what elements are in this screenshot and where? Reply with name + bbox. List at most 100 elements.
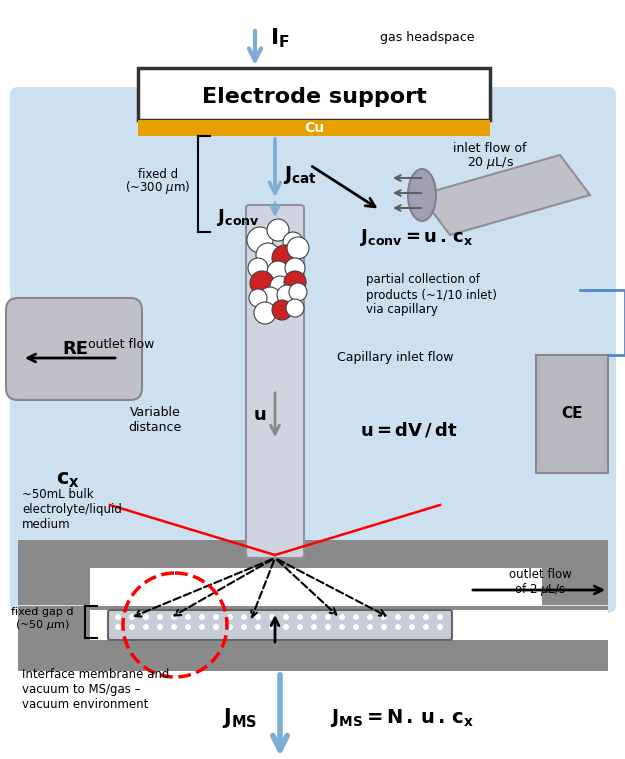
Circle shape <box>171 614 177 620</box>
Circle shape <box>437 614 443 620</box>
Text: 20 $\mu$L/s: 20 $\mu$L/s <box>466 155 514 171</box>
Text: gas headspace: gas headspace <box>380 32 474 45</box>
Text: fixed d: fixed d <box>138 168 178 181</box>
Bar <box>536 355 608 473</box>
Text: $\mathbf{c_x}$: $\mathbf{c_x}$ <box>56 470 80 490</box>
Bar <box>90 610 470 640</box>
Circle shape <box>284 271 306 293</box>
FancyBboxPatch shape <box>10 87 616 613</box>
Circle shape <box>283 614 289 620</box>
Circle shape <box>353 614 359 620</box>
Circle shape <box>171 624 177 630</box>
Circle shape <box>129 624 135 630</box>
Circle shape <box>249 289 267 307</box>
Circle shape <box>272 300 292 320</box>
Circle shape <box>272 245 298 271</box>
Text: Variable
distance: Variable distance <box>128 406 182 434</box>
Circle shape <box>143 614 149 620</box>
Circle shape <box>287 237 309 259</box>
Circle shape <box>269 624 275 630</box>
Circle shape <box>185 624 191 630</box>
Text: Capillary inlet flow: Capillary inlet flow <box>337 351 454 364</box>
Circle shape <box>241 614 247 620</box>
Text: (~300 $\mu$m): (~300 $\mu$m) <box>126 179 191 197</box>
Circle shape <box>437 624 443 630</box>
Circle shape <box>269 614 275 620</box>
Text: fixed gap d: fixed gap d <box>11 607 73 617</box>
Circle shape <box>423 614 429 620</box>
Text: outlet flow: outlet flow <box>88 339 154 351</box>
Text: $\mathbf{J_{MS} = N\,.\,u\,.\,c_x}$: $\mathbf{J_{MS} = N\,.\,u\,.\,c_x}$ <box>330 707 474 729</box>
Circle shape <box>199 624 205 630</box>
Circle shape <box>289 283 307 301</box>
Circle shape <box>213 624 219 630</box>
Circle shape <box>381 614 387 620</box>
Text: partial collection of
products (~1/10 inlet)
via capillary: partial collection of products (~1/10 in… <box>366 273 497 317</box>
Text: Interface membrane and
vacuum to MS/gas –
vacuum environment: Interface membrane and vacuum to MS/gas … <box>22 669 169 711</box>
Text: $\mathbf{J_{MS}}$: $\mathbf{J_{MS}}$ <box>222 706 258 730</box>
Circle shape <box>254 302 276 324</box>
Circle shape <box>270 276 290 296</box>
Ellipse shape <box>408 169 436 221</box>
Circle shape <box>283 624 289 630</box>
Circle shape <box>267 219 289 241</box>
Text: $\mathbf{J_{conv} = u\,.\,c_x}$: $\mathbf{J_{conv} = u\,.\,c_x}$ <box>360 228 474 248</box>
Text: $\mathbf{u = dV\,/\,dt}$: $\mathbf{u = dV\,/\,dt}$ <box>360 420 458 439</box>
Circle shape <box>339 624 345 630</box>
Circle shape <box>353 624 359 630</box>
Circle shape <box>115 624 121 630</box>
Circle shape <box>311 624 317 630</box>
Circle shape <box>367 624 373 630</box>
Text: of 2 $\mu$L/s: of 2 $\mu$L/s <box>514 581 566 599</box>
Circle shape <box>227 624 233 630</box>
Bar <box>470 610 608 640</box>
Circle shape <box>256 243 280 267</box>
Text: ~50mL bulk
electrolyte/liquid
medium: ~50mL bulk electrolyte/liquid medium <box>22 489 122 531</box>
Circle shape <box>157 614 163 620</box>
Circle shape <box>213 614 219 620</box>
Circle shape <box>250 271 274 295</box>
Text: $\mathbf{J_{cat}}$: $\mathbf{J_{cat}}$ <box>283 164 317 186</box>
Circle shape <box>297 614 303 620</box>
Circle shape <box>143 624 149 630</box>
Circle shape <box>395 624 401 630</box>
Text: (~50 $\mu$m): (~50 $\mu$m) <box>14 618 69 632</box>
Bar <box>90 568 542 606</box>
Text: $\mathbf{I_F}$: $\mathbf{I_F}$ <box>270 27 290 50</box>
Circle shape <box>129 614 135 620</box>
Circle shape <box>409 614 415 620</box>
Bar <box>138 120 490 136</box>
Circle shape <box>185 614 191 620</box>
Circle shape <box>248 258 268 278</box>
Circle shape <box>381 624 387 630</box>
Circle shape <box>255 624 261 630</box>
Text: $\mathbf{J_{conv}}$: $\mathbf{J_{conv}}$ <box>216 207 259 228</box>
FancyBboxPatch shape <box>108 610 452 640</box>
Bar <box>138 68 490 120</box>
Text: CE: CE <box>561 407 582 421</box>
Circle shape <box>255 614 261 620</box>
Circle shape <box>267 261 289 283</box>
Circle shape <box>247 227 273 253</box>
Circle shape <box>325 614 331 620</box>
Circle shape <box>285 258 305 278</box>
Circle shape <box>395 614 401 620</box>
Text: $\mathbf{u}$: $\mathbf{u}$ <box>253 406 267 424</box>
Circle shape <box>286 299 304 317</box>
Circle shape <box>115 614 121 620</box>
Circle shape <box>311 614 317 620</box>
Text: Electrode support: Electrode support <box>202 87 426 107</box>
Circle shape <box>277 285 297 305</box>
Bar <box>18 606 608 671</box>
FancyBboxPatch shape <box>6 298 142 400</box>
Circle shape <box>241 624 247 630</box>
Text: RE: RE <box>62 340 88 358</box>
Bar <box>18 540 608 605</box>
FancyBboxPatch shape <box>246 205 304 558</box>
Circle shape <box>367 614 373 620</box>
Circle shape <box>339 614 345 620</box>
Text: Cu: Cu <box>304 121 324 135</box>
Circle shape <box>157 624 163 630</box>
Text: inlet flow of: inlet flow of <box>453 141 527 155</box>
Circle shape <box>259 287 281 309</box>
